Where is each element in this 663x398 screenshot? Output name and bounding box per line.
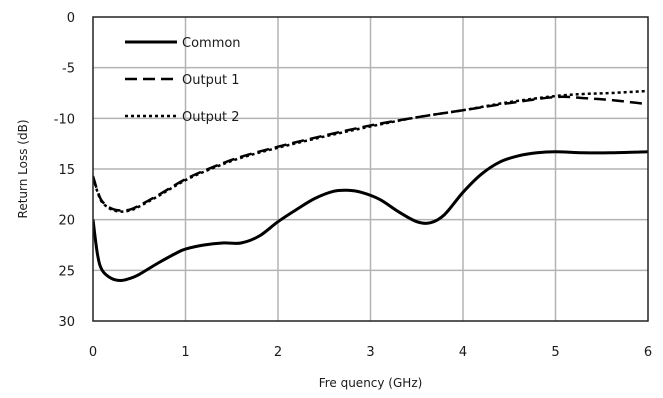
y-tick-label: 30 [58, 315, 75, 330]
y-axis-title: Return Loss (dB) [16, 120, 30, 219]
x-tick-label: 5 [551, 345, 559, 360]
legend: Common Output 1 Output 2 [125, 36, 241, 125]
y-tick-label: 25 [58, 264, 75, 279]
x-tick-label: 0 [89, 345, 97, 360]
series-line-common [93, 150, 648, 282]
x-tick-label: 2 [274, 345, 282, 360]
x-tick-label: 4 [459, 345, 467, 360]
y-tick-label: 15 [58, 163, 75, 178]
y-tick-label: 20 [58, 214, 75, 229]
x-tick-label: 3 [366, 345, 374, 360]
y-tick-label: 0 [67, 11, 75, 26]
x-axis-title: Fre quency (GHz) [319, 376, 423, 390]
x-tick-label: 6 [644, 345, 652, 360]
series-line-output-2 [93, 89, 648, 213]
legend-label: Common [182, 36, 241, 51]
x-tick-label: 1 [181, 345, 189, 360]
y-tick-label: -10 [54, 112, 75, 127]
legend-label: Output 2 [182, 110, 240, 125]
legend-label: Output 1 [182, 73, 240, 88]
y-tick-labels: 0 -5 -10 15 20 25 30 [54, 11, 75, 330]
plot-frame [92, 16, 649, 322]
x-tick-labels: 0 1 2 3 4 5 6 [89, 345, 652, 360]
y-tick-label: -5 [62, 62, 75, 77]
series-lines [93, 89, 648, 282]
grid-lines [93, 17, 648, 321]
